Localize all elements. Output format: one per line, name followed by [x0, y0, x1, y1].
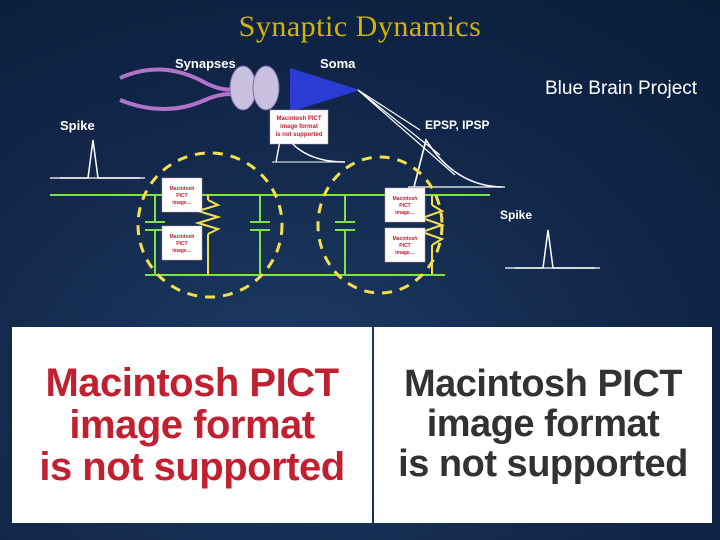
svg-text:PICT: PICT: [399, 243, 410, 249]
pict-right-line1: Macintosh PICT: [404, 365, 682, 405]
svg-text:is not supported: is not supported: [276, 132, 323, 138]
svg-text:image…: image…: [395, 250, 414, 256]
svg-text:image format: image format: [280, 124, 318, 130]
synapse-ellipse-2: [253, 66, 279, 110]
soma-output-line-2: [358, 90, 440, 155]
small-pict-box-4: Macintosh PICT image…: [385, 188, 425, 222]
pict-placeholder-right: Macintosh PICT image format is not suppo…: [374, 327, 712, 523]
svg-text:Macintosh: Macintosh: [170, 186, 195, 192]
synapse-ellipse-1: [230, 66, 256, 110]
svg-text:Macintosh: Macintosh: [170, 234, 195, 240]
pict-right-line3: is not supported: [398, 445, 688, 485]
pict-left-line3: is not supported: [39, 446, 344, 488]
soma-output-line-1: [358, 90, 420, 130]
small-pict-box-3: Macintosh PICT image…: [162, 226, 202, 260]
svg-text:image…: image…: [395, 210, 414, 216]
signal-plot-spike-right: [505, 230, 600, 268]
svg-text:image…: image…: [172, 248, 191, 254]
svg-text:Macintosh: Macintosh: [393, 196, 418, 202]
svg-text:PICT: PICT: [176, 241, 187, 247]
svg-text:Macintosh PICT: Macintosh PICT: [276, 116, 321, 122]
signal-plot-spike-left: [50, 140, 145, 178]
pict-right-line2: image format: [427, 405, 660, 445]
svg-text:PICT: PICT: [176, 193, 187, 199]
pict-placeholder-left: Macintosh PICT image format is not suppo…: [12, 327, 372, 523]
svg-text:PICT: PICT: [399, 203, 410, 209]
pict-left-line1: Macintosh PICT: [45, 362, 338, 404]
soma-triangle: [290, 68, 360, 112]
synaptic-diagram: Macintosh PICT image format is not suppo…: [0, 0, 720, 330]
small-pict-box-2: Macintosh PICT image…: [162, 178, 202, 212]
small-pict-box-5: Macintosh PICT image…: [385, 228, 425, 262]
circuit-ellipse-right: [318, 157, 442, 293]
svg-text:Macintosh: Macintosh: [393, 236, 418, 242]
svg-text:image…: image…: [172, 200, 191, 206]
pict-left-line2: image format: [69, 404, 314, 446]
small-pict-box-1: Macintosh PICT image format is not suppo…: [270, 110, 328, 144]
